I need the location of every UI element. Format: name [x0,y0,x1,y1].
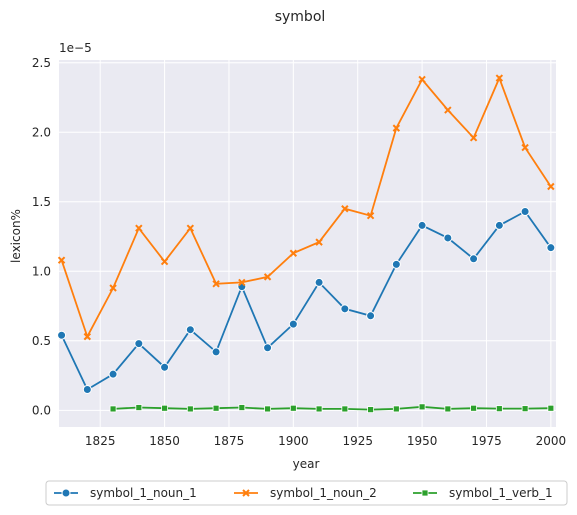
legend-entry: symbol_1_noun_1 [54,486,197,500]
data-point [109,405,117,413]
data-point [367,406,374,414]
data-point [495,74,504,82]
legend-label: symbol_1_noun_2 [270,486,377,500]
data-point [315,238,323,246]
y-tick-label: 1.0 [32,264,51,278]
y-axis-scale-note: 1e−5 [59,41,92,55]
data-point [469,134,478,142]
data-point [547,404,555,412]
plot-area [59,60,556,427]
data-point [264,405,271,413]
y-axis-ticks: 0.0 0.5 1.0 1.5 2.0 2.5 [32,56,51,418]
data-point [263,343,273,353]
data-point [392,124,401,132]
data-point [109,284,117,292]
data-point [341,405,349,413]
data-point [314,277,324,287]
data-point [340,304,350,314]
y-axis-label: lexicon% [9,209,23,263]
data-point [341,205,349,213]
series-layer [57,74,556,414]
x-tick-label: 1850 [149,434,180,448]
series-symbol_1_noun_1 [57,207,556,394]
series-symbol_1_verb_1 [109,403,555,414]
data-point [289,249,298,257]
legend-label: symbol_1_noun_1 [90,486,197,500]
data-point [57,330,67,340]
y-tick-label: 2.0 [32,125,51,139]
data-point [212,280,220,288]
series-line [60,75,552,339]
legend: symbol_1_noun_1 symbol_1_noun_2 symbol_1_v… [45,480,568,506]
grid [59,60,556,427]
data-point [443,233,453,243]
x-axis-label: year [293,457,320,471]
data-point [547,182,555,191]
series-line [60,210,552,391]
data-point [57,256,66,264]
legend-marker [421,489,429,497]
data-point [521,143,529,152]
data-point [263,273,272,281]
data-point [444,106,452,114]
data-point [186,224,195,232]
x-tick-label: 1925 [342,434,373,448]
x-tick-label: 1975 [471,434,502,448]
data-point [238,278,246,287]
x-tick-label: 2000 [536,434,567,448]
data-point [392,405,400,413]
series-symbol_1_noun_2 [57,74,555,341]
data-point [418,75,426,84]
chart-title: symbol [275,9,326,25]
data-point [186,405,194,413]
x-tick-label: 1950 [407,434,438,448]
data-point [469,254,479,264]
data-point [160,257,169,266]
data-point [494,220,504,230]
data-point [418,403,426,411]
y-tick-label: 2.5 [32,56,51,70]
data-point [185,325,195,335]
data-point [82,384,92,394]
legend-entry: symbol_1_noun_2 [234,486,377,500]
data-point [134,339,144,349]
y-tick-label: 1.5 [32,195,51,209]
data-point [160,362,170,372]
data-point [289,404,297,412]
data-point [238,404,246,411]
data-point [108,369,118,379]
y-tick-label: 0.5 [32,334,51,348]
data-point [417,220,427,230]
series-line [113,405,551,411]
data-point [366,211,375,220]
data-point [444,405,452,413]
data-point [315,405,323,413]
x-tick-label: 1825 [85,434,116,448]
data-point [135,404,143,411]
legend-entry: symbol_1_verb_1 [413,486,553,500]
x-tick-label: 1900 [278,434,309,448]
data-point [546,243,556,253]
data-point [470,404,477,412]
legend-box [45,480,568,506]
data-point [135,224,143,232]
y-tick-label: 0.0 [32,403,51,417]
data-point [212,404,220,412]
x-axis-ticks: 1825 1850 1875 1900 1925 1950 1975 2000 [85,434,566,448]
data-point [211,347,221,357]
data-point [366,311,376,321]
legend-marker [242,489,250,497]
data-point [288,319,298,329]
data-point [83,332,92,341]
x-tick-label: 1875 [214,434,245,448]
data-point [161,404,168,412]
data-point [495,405,503,413]
data-point [520,207,530,217]
data-point [391,259,401,269]
legend-label: symbol_1_verb_1 [449,486,553,500]
data-point [521,405,529,413]
legend-marker [61,488,71,498]
